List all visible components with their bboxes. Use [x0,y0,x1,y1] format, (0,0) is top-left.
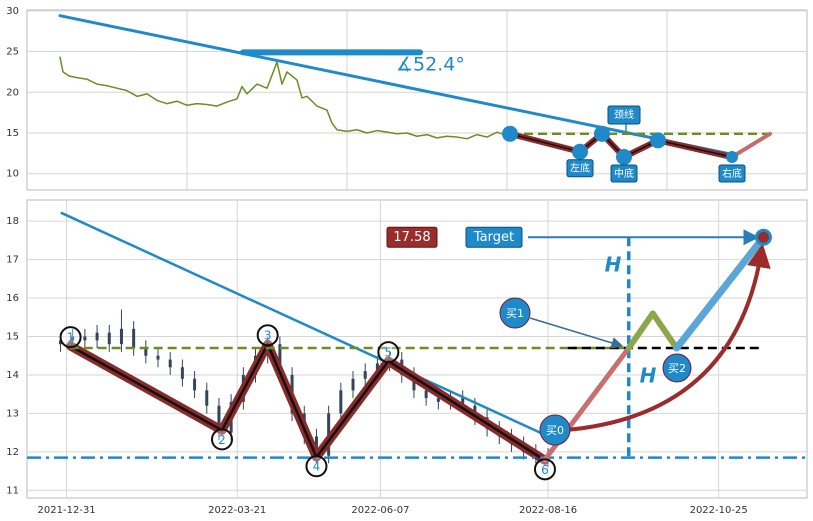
candle-body [351,378,355,391]
x-tick-label: 2022-10-25 [690,505,748,516]
candle-body [95,332,99,341]
y-tick-label: 14 [6,370,19,381]
y-tick-label: 10 [6,169,19,180]
candle-body [132,328,136,349]
candle-body [424,390,428,399]
y-tick-label: 11 [6,485,19,496]
target-label: Target [473,230,514,245]
pivot-circle [256,324,279,347]
label-box [566,159,594,178]
pivot-label: 6 [541,463,549,477]
candle-body [59,340,63,345]
y-tick-label: 20 [6,87,19,98]
target-value: 17.58 [393,230,430,245]
value-box [386,226,438,248]
pattern-point [726,151,738,164]
curve-arrow [565,243,771,432]
pivot-circle [377,341,400,364]
candle-body [71,336,75,341]
label-box [718,164,746,183]
x-tick-label: 2022-06-07 [351,505,409,516]
neckline-label: 颈线 [614,108,634,121]
y-tick-label: 15 [6,128,19,139]
pivot-label: 3 [264,329,272,343]
label-box [610,164,638,183]
pivot-circle [59,326,82,349]
candle-body [119,328,123,345]
series-line [625,310,680,352]
top-panel [26,9,808,191]
pattern-point [594,125,610,142]
series-line [60,211,550,438]
buy-marker [499,297,531,329]
candle-body [461,398,465,406]
series-line [730,131,772,160]
series-line [58,14,737,157]
buy-marker [662,353,692,383]
pattern-point [616,149,632,166]
candle-body [205,390,209,406]
y-tick-label: 12 [6,447,19,458]
candle-body [144,348,148,356]
candle-body [375,363,379,372]
y-tick-label: 30 [6,6,19,17]
y-tick-label: 18 [6,216,19,227]
y-tick-label: 13 [6,408,19,419]
candle-body [107,332,111,345]
candle-body [217,405,221,433]
candle-body [363,371,367,379]
pattern-label: 中底 [614,167,634,180]
label-box [607,105,641,125]
pivot-circle [305,455,328,478]
series-line [59,56,508,140]
pivot-circle [211,428,233,451]
x-tick-label: 2021-12-31 [38,505,96,516]
series-line-core [509,132,733,158]
y-tick-label: 17 [6,255,19,266]
pivot-label: 1 [67,331,75,345]
candle-body [168,359,172,368]
pivot-label: 5 [385,346,393,360]
pattern-label: 左底 [570,162,590,175]
x-tick-label: 2022-03-21 [208,505,266,516]
series-line-core [69,341,546,462]
pivot-circle [533,458,556,481]
height-label: H [640,364,657,388]
candle-body [339,390,343,414]
candle-body [180,367,184,379]
pattern-point [572,143,588,160]
candle-body [193,378,197,391]
pattern-point [502,125,518,142]
candle-body [83,336,87,341]
buy-marker [539,414,571,446]
target-box [465,226,523,248]
pivot-label: 4 [313,460,321,474]
buy-label: 买1 [506,307,524,320]
buy-arrow [529,317,624,349]
angle-label: ∡52.4° [396,54,465,76]
x-tick-label: 2022-08-16 [519,505,577,516]
candle-body [278,344,282,375]
pattern-point [650,132,666,149]
y-tick-label: 15 [6,332,19,343]
candle-body [156,355,160,360]
buy-label: 买0 [546,424,564,437]
height-label: H [605,253,622,277]
y-tick-label: 25 [6,47,19,58]
candle-body [436,398,440,402]
pivot-label: 2 [218,433,226,447]
target-point [754,228,772,246]
buy-label: 买2 [668,362,686,375]
pattern-label: 右底 [722,167,742,180]
y-tick-label: 16 [6,293,19,304]
